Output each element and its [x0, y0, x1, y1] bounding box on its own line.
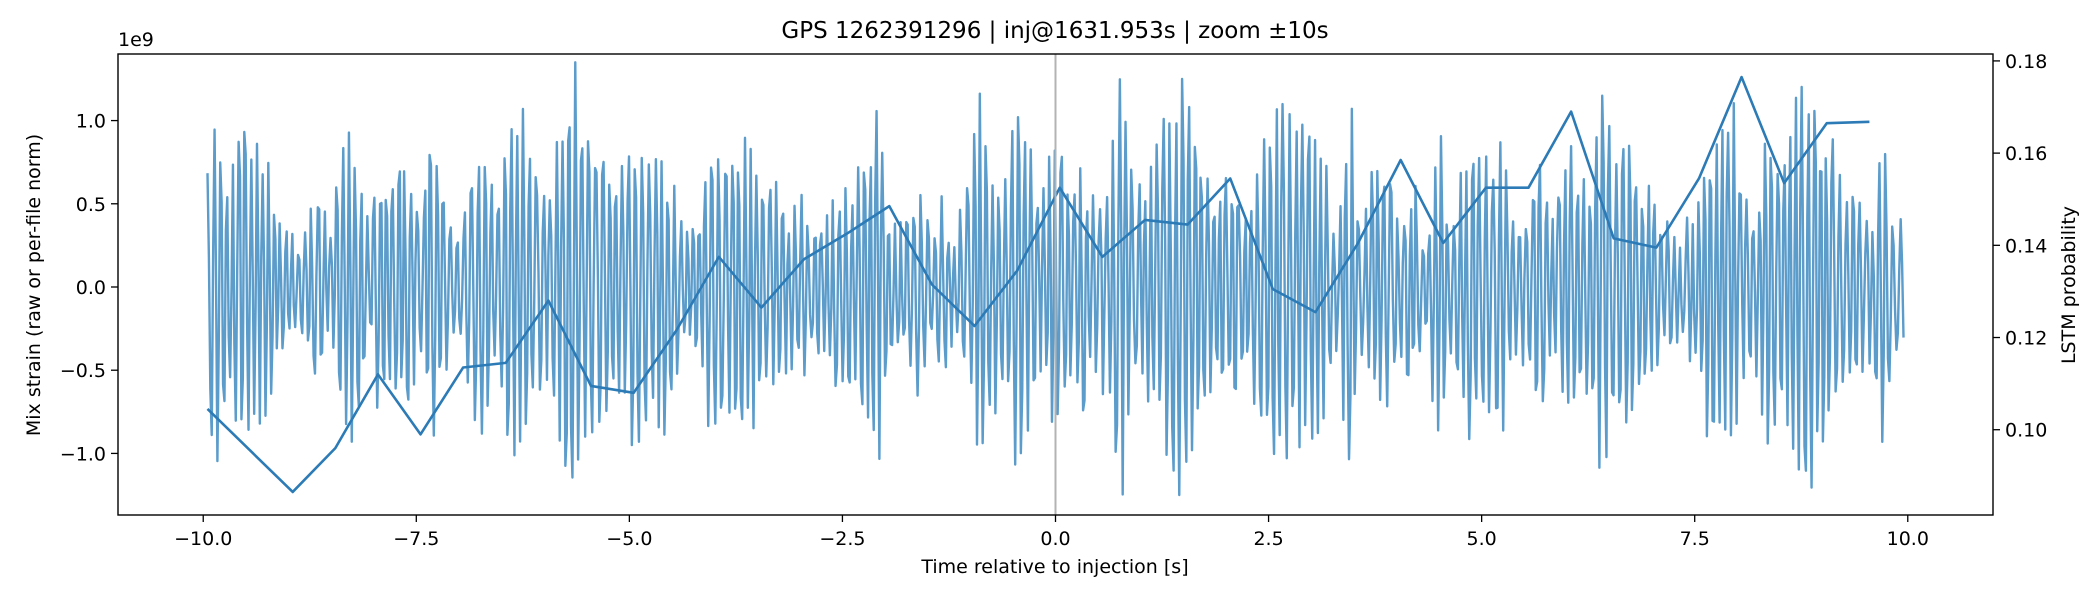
y2-tick-label: 0.10 [2005, 420, 2047, 442]
x-axis-label: Time relative to injection [s] [920, 556, 1188, 578]
y-tick-label: 1.0 [76, 111, 106, 133]
y2-axis-label: LSTM probability [2058, 206, 2080, 364]
probability-series-line [206, 75, 1870, 494]
x-tick-label: 5.0 [1467, 528, 1497, 550]
x-tick-label: −2.5 [819, 528, 865, 550]
x-tick-label: 0.0 [1040, 528, 1070, 550]
y2-tick-label: 0.18 [2005, 51, 2047, 73]
plot-content [206, 54, 1905, 515]
x-tick-label: −5.0 [606, 528, 652, 550]
y-offset-label: 1e9 [118, 29, 154, 51]
x-tick-label: 2.5 [1253, 528, 1283, 550]
x-tick-label: 7.5 [1680, 528, 1710, 550]
x-tick-label: −10.0 [174, 528, 232, 550]
y-axis-label: Mix strain (raw or per-file norm) [23, 134, 45, 436]
y-tick-label: 0.0 [76, 277, 106, 299]
y-tick-label: −0.5 [60, 360, 106, 382]
y-tick-label: 0.5 [76, 194, 106, 216]
y2-tick-label: 0.12 [2005, 328, 2047, 350]
x-tick-label: −7.5 [393, 528, 439, 550]
chart-title: GPS 1262391296 | inj@1631.953s | zoom ±1… [781, 18, 1328, 44]
y-tick-label: −1.0 [60, 443, 106, 465]
y2-tick-label: 0.14 [2005, 235, 2047, 257]
ticks: −10.0 −7.5 −5.0 −2.5 0.0 2.5 5.0 7.5 10.0 −1.0 −0.… [60, 51, 2047, 550]
y2-tick-label: 0.16 [2005, 143, 2047, 165]
x-tick-label: 10.0 [1887, 528, 1929, 550]
